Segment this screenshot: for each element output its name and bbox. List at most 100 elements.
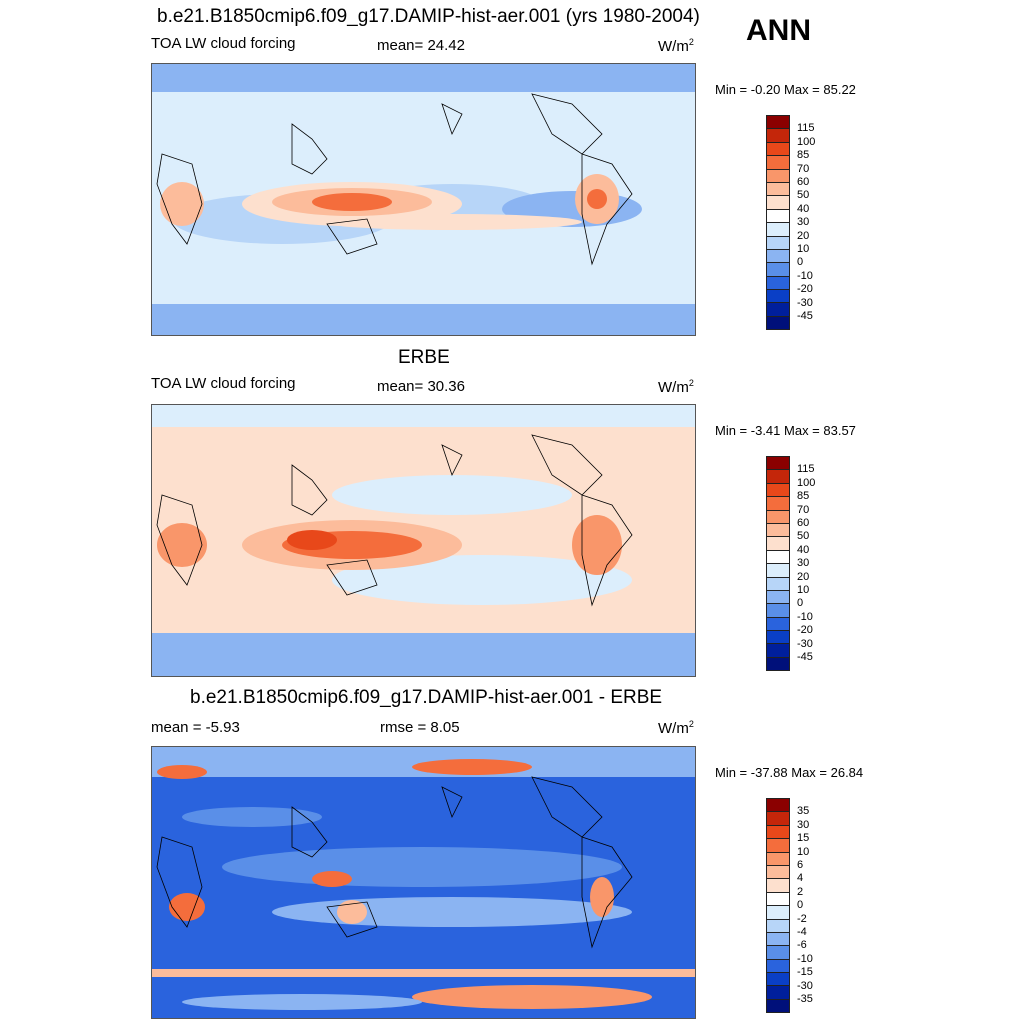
colorbar-swatch xyxy=(766,510,790,524)
panel1-minmax: Min = -0.20 Max = 85.22 xyxy=(715,82,856,97)
colorbar-swatch xyxy=(766,316,790,331)
colorbar-swatch xyxy=(766,852,790,866)
colorbar-tick-label: 4 xyxy=(797,872,804,885)
colorbar-swatch xyxy=(766,973,790,987)
colorbar-tick-label: 115 xyxy=(797,122,815,135)
colorbar-tick-label: 35 xyxy=(797,805,810,818)
panel2-mean-label: mean= 30.36 xyxy=(377,378,465,395)
colorbar-swatch xyxy=(766,236,790,250)
panel3-mean-label: mean = -5.93 xyxy=(151,719,240,736)
colorbar-swatch xyxy=(766,456,790,471)
colorbar-swatch xyxy=(766,129,790,143)
colorbar-tick-label: -10 xyxy=(797,952,813,965)
panel1-contour-field xyxy=(152,64,695,335)
colorbar-tick-label: -30 xyxy=(797,296,813,309)
colorbar-swatch xyxy=(766,169,790,183)
colorbar-tick-label: -45 xyxy=(797,310,813,322)
colorbar-tick-label: 115 xyxy=(797,463,815,476)
panel3-map xyxy=(151,746,696,1019)
colorbar-tick-label: 20 xyxy=(797,570,810,583)
colorbar-swatch xyxy=(766,182,790,197)
colorbar-tick-label: -10 xyxy=(797,610,813,623)
panel3-contour-field xyxy=(152,747,695,1018)
colorbar-tick-label: 0 xyxy=(797,597,804,610)
panel1-map xyxy=(151,63,696,336)
colorbar-tick-label: -10 xyxy=(797,269,813,282)
colorbar-swatch xyxy=(766,798,790,813)
panel2-title: ERBE xyxy=(398,347,450,368)
colorbar-tick-label: 85 xyxy=(797,490,810,503)
colorbar-swatch xyxy=(766,604,790,618)
colorbar-swatch xyxy=(766,919,790,933)
colorbar-swatch xyxy=(766,223,790,237)
colorbar-tick-label: -2 xyxy=(797,912,807,925)
colorbar-swatch xyxy=(766,564,790,578)
colorbar-tick-label: -45 xyxy=(797,651,813,663)
colorbar-swatch xyxy=(766,631,790,645)
colorbar-tick-label: -6 xyxy=(797,939,807,952)
colorbar-swatch xyxy=(766,879,790,893)
colorbar-tick-label: -30 xyxy=(797,637,813,650)
panel3-minmax: Min = -37.88 Max = 26.84 xyxy=(715,765,864,780)
colorbar-swatch xyxy=(766,577,790,591)
colorbar-swatch xyxy=(766,946,790,960)
panel2-map xyxy=(151,404,696,677)
colorbar-tick-label: 30 xyxy=(797,216,810,229)
colorbar-tick-label: 40 xyxy=(797,202,810,215)
colorbar-swatch xyxy=(766,156,790,170)
colorbar-tick-label: -20 xyxy=(797,624,813,637)
colorbar-swatch xyxy=(766,483,790,498)
colorbar-tick-label: 40 xyxy=(797,543,810,556)
panel2-minmax: Min = -3.41 Max = 83.57 xyxy=(715,423,856,438)
colorbar-swatch xyxy=(766,657,790,672)
panel2-contour-field xyxy=(152,405,695,676)
colorbar-tick-label: 2 xyxy=(797,885,804,898)
colorbar-tick-label: -30 xyxy=(797,979,813,992)
panel2-units: W/m2 xyxy=(658,378,694,396)
panel3-colorbar xyxy=(766,798,790,1014)
colorbar-tick-label: 60 xyxy=(797,176,810,188)
colorbar-tick-label: -35 xyxy=(797,993,813,1005)
colorbar-tick-label: 60 xyxy=(797,517,810,529)
colorbar-tick-label: 0 xyxy=(797,256,804,269)
panel1-colorbar xyxy=(766,115,790,331)
colorbar-swatch xyxy=(766,249,790,264)
colorbar-swatch xyxy=(766,290,790,304)
panel1-title: b.e21.B1850cmip6.f09_g17.DAMIP-hist-aer.… xyxy=(157,6,700,27)
colorbar-swatch xyxy=(766,196,790,210)
colorbar-swatch xyxy=(766,590,790,605)
colorbar-swatch xyxy=(766,986,790,1000)
colorbar-tick-label: 100 xyxy=(797,476,816,489)
colorbar-tick-label: 10 xyxy=(797,845,810,858)
colorbar-tick-label: 30 xyxy=(797,818,810,831)
colorbar-tick-label: 70 xyxy=(797,162,810,175)
colorbar-tick-label: 20 xyxy=(797,229,810,242)
colorbar-tick-label: 0 xyxy=(797,899,804,912)
colorbar-swatch xyxy=(766,892,790,907)
colorbar-swatch xyxy=(766,276,790,291)
colorbar-tick-label: 15 xyxy=(797,832,810,845)
colorbar-swatch xyxy=(766,839,790,853)
panel1-variable-label: TOA LW cloud forcing xyxy=(151,35,296,52)
colorbar-swatch xyxy=(766,497,790,511)
colorbar-tick-label: 30 xyxy=(797,557,810,570)
colorbar-tick-label: 10 xyxy=(797,584,810,596)
panel2-colorbar xyxy=(766,456,790,672)
colorbar-tick-label: -4 xyxy=(797,926,807,938)
colorbar-swatch xyxy=(766,906,790,920)
colorbar-swatch xyxy=(766,865,790,880)
panel3-rmse-label: rmse = 8.05 xyxy=(380,719,460,736)
season-label: ANN xyxy=(746,14,811,47)
colorbar-swatch xyxy=(766,550,790,565)
colorbar-tick-label: 6 xyxy=(797,859,804,871)
colorbar-swatch xyxy=(766,999,790,1014)
panel1-mean-label: mean= 24.42 xyxy=(377,37,465,54)
colorbar-swatch xyxy=(766,812,790,826)
colorbar-tick-label: -15 xyxy=(797,966,813,979)
panel3-units: W/m2 xyxy=(658,719,694,737)
panel2-variable-label: TOA LW cloud forcing xyxy=(151,375,296,392)
colorbar-tick-label: 50 xyxy=(797,189,810,202)
colorbar-tick-label: 10 xyxy=(797,243,810,255)
colorbar-swatch xyxy=(766,470,790,484)
panel1-units: W/m2 xyxy=(658,37,694,55)
